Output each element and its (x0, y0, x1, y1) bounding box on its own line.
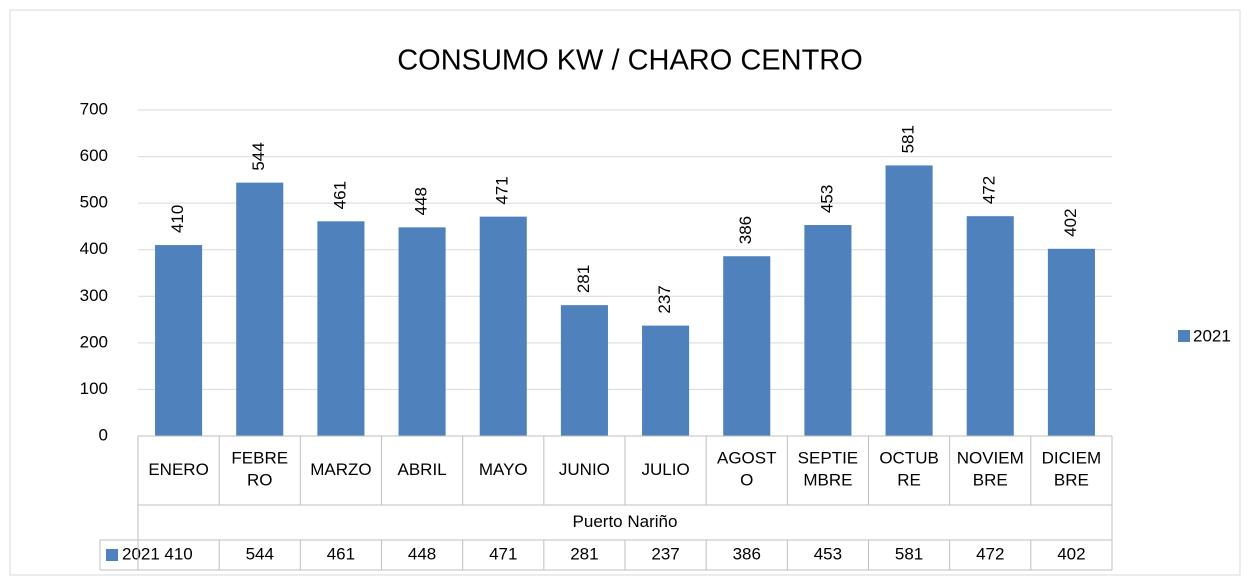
chart-title: CONSUMO KW / CHARO CENTRO (397, 45, 863, 77)
data-label: 410 (168, 205, 187, 233)
x-tick-label: OCTUB RE (879, 449, 939, 490)
x-tick-label: FEBRE RO (231, 449, 288, 490)
y-tick-label: 400 (80, 239, 108, 258)
x-tick-label: ABRIL (398, 460, 447, 479)
data-label: 581 (899, 125, 918, 153)
x-tick-label: SEPTIE MBRE (798, 449, 858, 490)
table-value: 581 (895, 544, 923, 563)
data-label: 544 (249, 142, 268, 170)
bar (479, 216, 527, 436)
x-tick-label: MAYO (479, 460, 528, 479)
bar (560, 305, 608, 436)
table-series-name: 2021 (122, 544, 160, 563)
x-tick-label: AGOST O (717, 449, 777, 490)
bar (155, 245, 203, 436)
y-tick-label: 100 (80, 379, 108, 398)
data-label: 461 (330, 181, 349, 209)
table-value: 461 (327, 544, 355, 563)
x-tick-label: JUNIO (559, 460, 610, 479)
table-value: 448 (408, 544, 436, 563)
table-value: 544 (246, 544, 274, 563)
legend-label: 2021 (1193, 326, 1231, 345)
table-value: 237 (651, 544, 679, 563)
data-label: 237 (655, 285, 674, 313)
x-tick-label: JULIO (641, 460, 689, 479)
table-value: 453 (814, 544, 842, 563)
data-label: 402 (1061, 208, 1080, 236)
y-tick-label: 300 (80, 286, 108, 305)
table-value: 472 (976, 544, 1004, 563)
category-group-label: Puerto Nariño (573, 512, 678, 531)
data-label: 386 (736, 216, 755, 244)
table-value: 402 (1057, 544, 1085, 563)
legend-key (1178, 330, 1190, 342)
bar (1047, 248, 1095, 436)
y-tick-label: 200 (80, 332, 108, 351)
data-label: 472 (980, 176, 999, 204)
bar (236, 182, 284, 436)
bar (317, 221, 365, 436)
table-value: 471 (489, 544, 517, 563)
x-tick-label: ENERO (148, 460, 208, 479)
bar (723, 256, 771, 436)
table-value: 410 (164, 544, 192, 563)
bar (804, 225, 852, 436)
bar (885, 165, 933, 437)
x-tick-label: NOVIEM BRE (957, 449, 1024, 490)
data-label: 453 (817, 185, 836, 213)
table-value: 281 (570, 544, 598, 563)
data-label: 448 (412, 187, 431, 215)
table-legend-key (106, 549, 118, 561)
table-value: 386 (733, 544, 761, 563)
bar (642, 325, 690, 436)
y-tick-label: 500 (80, 193, 108, 212)
y-tick-label: 600 (80, 146, 108, 165)
data-label: 281 (574, 265, 593, 293)
bar (966, 216, 1014, 436)
y-tick-label: 700 (80, 99, 108, 118)
data-label: 471 (493, 176, 512, 204)
y-tick-label: 0 (99, 425, 108, 444)
x-tick-label: MARZO (310, 460, 371, 479)
x-tick-label: DICIEM BRE (1042, 449, 1102, 490)
bar (398, 227, 446, 436)
